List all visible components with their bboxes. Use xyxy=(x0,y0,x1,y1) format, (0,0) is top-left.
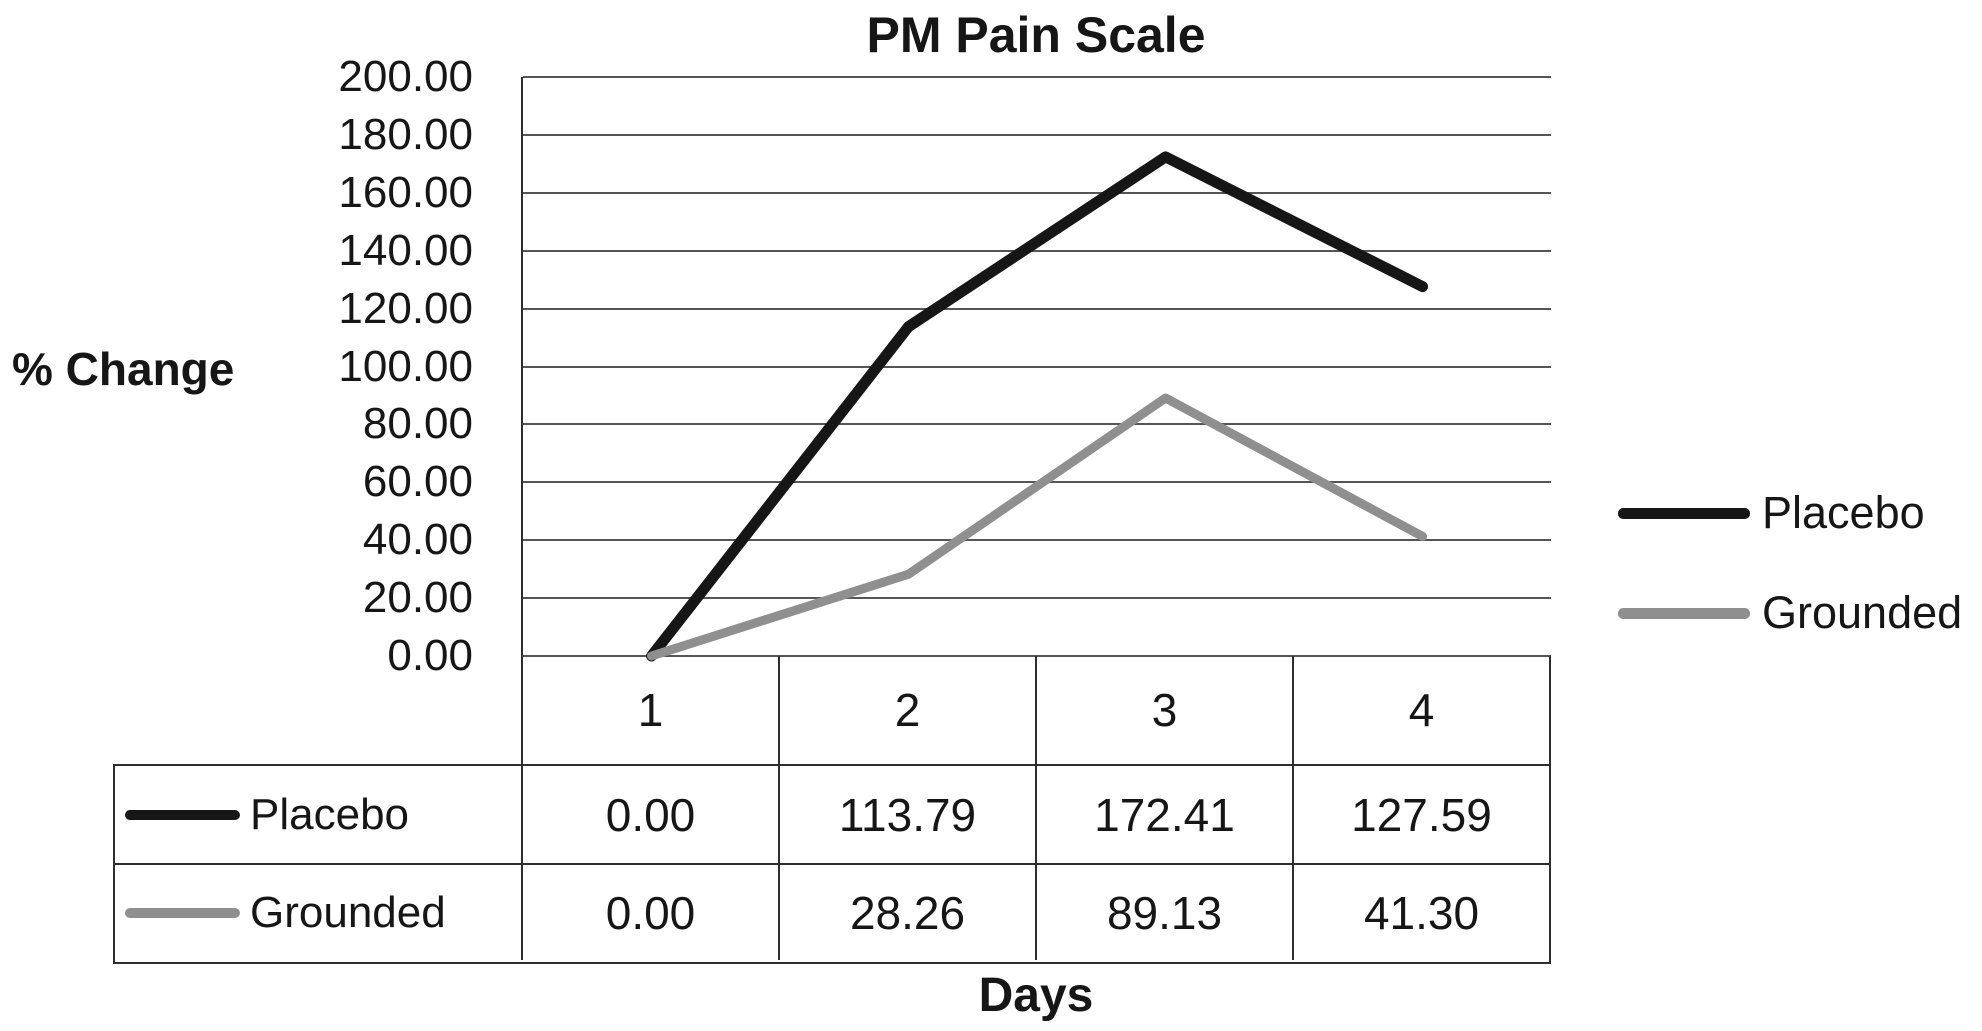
chart-title: PM Pain Scale xyxy=(866,7,1206,63)
placebo-line-swatch-icon xyxy=(125,809,240,820)
y-axis-ticks: 200.00 180.00 160.00 140.00 120.00 100.00 80.0… xyxy=(0,0,473,1031)
gridline xyxy=(523,539,1551,542)
table-value-cell: 172.41 xyxy=(1035,766,1292,863)
legend-label: Grounded xyxy=(1762,587,1963,638)
series-svg xyxy=(646,151,1429,662)
table-value-cell: 0.00 xyxy=(521,766,778,863)
y-axis-tick-label: 200.00 xyxy=(338,52,473,101)
table-value-cell: 113.79 xyxy=(778,766,1035,863)
y-axis-tick-label: 80.00 xyxy=(362,399,473,449)
y-axis-tick-label: 160.00 xyxy=(338,167,473,217)
gridline xyxy=(523,76,1551,78)
gridline xyxy=(523,423,1551,426)
y-axis-tick-label: 60.00 xyxy=(362,457,473,507)
gridline xyxy=(523,307,1551,310)
legend-swatch-icon xyxy=(1618,607,1750,619)
table-value-cell: 89.13 xyxy=(1035,865,1292,960)
table-row: Grounded 0.00 28.26 89.13 41.30 xyxy=(115,863,1549,960)
y-axis-tick-label: 140.00 xyxy=(338,225,473,275)
series-name-cell: Grounded xyxy=(115,865,521,960)
table-value-cell: 41.30 xyxy=(1292,865,1549,960)
x-axis-label: Days xyxy=(978,969,1094,1022)
gridlines xyxy=(523,76,1551,657)
table-value-cell: 0.00 xyxy=(521,865,778,960)
grounded-line-swatch-icon xyxy=(125,907,240,918)
y-axis-tick-label: 20.00 xyxy=(362,573,473,623)
legend-swatch-icon xyxy=(1618,507,1750,519)
gridline xyxy=(523,597,1551,600)
series-name-label: Placebo xyxy=(250,789,410,839)
series-name-cell: Placebo xyxy=(115,766,521,863)
day-header-cell: 1 xyxy=(637,684,664,736)
placebo-series-line xyxy=(646,151,1429,662)
day-header-cell: 4 xyxy=(1292,656,1549,764)
y-axis-tick-label: 180.00 xyxy=(338,109,473,159)
y-axis-tick-label: 0.00 xyxy=(387,631,473,680)
day-header-cell: 2 xyxy=(778,656,1035,764)
y-axis-tick-label: 40.00 xyxy=(362,515,473,565)
day-header-cell: 3 xyxy=(1035,656,1292,764)
plot-area xyxy=(521,76,1551,662)
table-row: Placebo 0.00 113.79 172.41 127.59 xyxy=(115,766,1549,863)
legend-item-placebo: Placebo xyxy=(1618,487,1962,539)
gridline xyxy=(523,191,1551,194)
y-axis-label: % Change xyxy=(12,343,235,395)
legend-label: Placebo xyxy=(1762,487,1925,538)
gridline xyxy=(523,249,1551,252)
gridline xyxy=(523,365,1551,368)
legend: Placebo Grounded xyxy=(1618,487,1962,639)
legend-item-grounded: Grounded xyxy=(1618,587,1962,639)
table-value-cell: 127.59 xyxy=(1292,766,1549,863)
table-value-cell: 28.26 xyxy=(778,865,1035,960)
series-name-label: Grounded xyxy=(250,887,446,937)
data-table: Placebo 0.00 113.79 172.41 127.59 Grounded 0.0… xyxy=(113,764,1551,964)
gridline xyxy=(523,655,1551,657)
y-axis-tick-label: 120.00 xyxy=(338,283,473,333)
grounded-series-line xyxy=(647,393,1428,661)
y-axis-tick-label: 100.00 xyxy=(338,341,473,391)
gridline xyxy=(523,133,1551,136)
